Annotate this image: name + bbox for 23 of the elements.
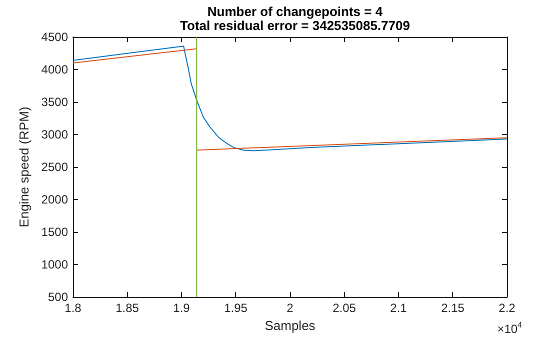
x-tick-label: 2.05	[332, 301, 356, 315]
x-tick-label: 2.15	[441, 301, 465, 315]
x-tick-label: 1.95	[224, 301, 248, 315]
y-tick-label: 2500	[41, 160, 68, 174]
chart-subtitle: Total residual error = 342535085.7709	[180, 18, 410, 33]
y-axis-title: Engine speed (RPM)	[16, 106, 32, 228]
x-tick-label: 1.85	[116, 301, 140, 315]
y-tick-label: 4000	[41, 62, 68, 76]
x-axis-title: Samples	[264, 318, 316, 333]
y-tick-label: 3000	[41, 128, 68, 142]
y-tick-label: 3500	[41, 95, 68, 109]
y-tick-label: 1000	[41, 258, 68, 272]
y-tick-label: 500	[48, 290, 68, 304]
x-tick-label: 1.8	[64, 301, 82, 315]
x-tick-label: 1.9	[173, 301, 190, 315]
chart-title: Number of changepoints = 4	[207, 4, 384, 19]
x-tick-label: 2.1	[390, 301, 408, 315]
y-tick-label: 2000	[41, 192, 68, 206]
y-tick-label: 1500	[41, 225, 68, 239]
y-tick-label: 4500	[41, 30, 68, 44]
x-tick-label: 2.2	[498, 301, 516, 315]
x-tick-label: 2	[286, 301, 294, 315]
line-series	[72, 46, 508, 152]
